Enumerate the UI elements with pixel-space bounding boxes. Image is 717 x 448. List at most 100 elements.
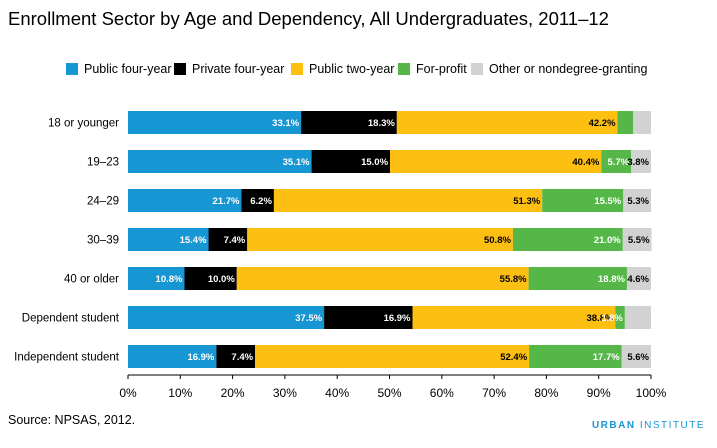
bar-segment bbox=[128, 228, 209, 251]
legend-label: Other or nondegree-granting bbox=[489, 62, 648, 76]
bar-segment bbox=[324, 306, 413, 329]
category-label: Dependent student bbox=[22, 313, 120, 325]
legend-item-public-two-year: Public two-year bbox=[291, 60, 394, 78]
data-label: 10.0% bbox=[208, 274, 235, 285]
data-label: 37.5% bbox=[295, 313, 322, 324]
data-label: 4.6% bbox=[627, 274, 649, 285]
bar-segment bbox=[208, 228, 248, 251]
legend-label: Public two-year bbox=[309, 62, 395, 76]
data-label: 5.5% bbox=[628, 235, 650, 246]
bar-segment bbox=[623, 189, 651, 212]
data-label: 16.9% bbox=[187, 352, 214, 363]
bar-segment bbox=[247, 228, 513, 251]
bar-segment bbox=[241, 189, 274, 212]
bar-segment bbox=[255, 345, 530, 368]
category-label: 19–23 bbox=[87, 157, 119, 169]
bar-segment bbox=[601, 150, 632, 173]
data-label: 15.5% bbox=[594, 196, 621, 207]
legend-swatch bbox=[174, 63, 186, 75]
x-tick-label: 0% bbox=[119, 386, 137, 400]
data-label: 5.6% bbox=[627, 352, 649, 363]
bar-segment bbox=[128, 345, 217, 368]
legend-swatch bbox=[66, 63, 78, 75]
x-tick-label: 30% bbox=[273, 386, 297, 400]
bar-segment bbox=[396, 111, 618, 134]
category-label: 24–29 bbox=[87, 196, 119, 208]
chart-title: Enrollment Sector by Age and Dependency,… bbox=[8, 8, 609, 29]
data-label: 21.7% bbox=[213, 196, 240, 207]
source-note: Source: NPSAS, 2012. bbox=[8, 413, 136, 427]
data-label: 18.8% bbox=[598, 274, 625, 285]
data-label: 17.7% bbox=[593, 352, 620, 363]
bar-segment bbox=[128, 111, 302, 134]
bar-segment bbox=[128, 267, 185, 290]
data-label: 15.0% bbox=[361, 157, 388, 168]
x-tick-label: 70% bbox=[482, 386, 506, 400]
chart-legend: Public four-year Private four-year Publi… bbox=[0, 60, 717, 78]
data-label: 40.4% bbox=[572, 157, 599, 168]
bar-segment bbox=[184, 267, 237, 290]
data-label: 42.2% bbox=[589, 118, 616, 129]
urban-institute-logo: URBAN INSTITUTE bbox=[592, 420, 705, 431]
data-label: 5.7% bbox=[607, 157, 629, 168]
bar-segment bbox=[512, 228, 623, 251]
bar-segment bbox=[621, 345, 651, 368]
data-label: 15.4% bbox=[180, 235, 207, 246]
legend-item-private-four-year: Private four-year bbox=[174, 60, 284, 78]
data-label: 10.8% bbox=[156, 274, 183, 285]
bar-segment bbox=[542, 189, 624, 212]
legend-label: For-profit bbox=[416, 62, 467, 76]
x-tick-label: 40% bbox=[325, 386, 349, 400]
bar-segment bbox=[128, 189, 242, 212]
data-label: 50.8% bbox=[484, 235, 511, 246]
x-tick-label: 20% bbox=[221, 386, 245, 400]
data-label: 5.3% bbox=[627, 196, 649, 207]
data-label: 38.8% bbox=[586, 313, 613, 324]
x-tick-label: 80% bbox=[534, 386, 558, 400]
data-label: 7.4% bbox=[224, 235, 246, 246]
bar-segment bbox=[631, 150, 651, 173]
legend-swatch bbox=[398, 63, 410, 75]
data-label: 33.1% bbox=[272, 118, 299, 129]
legend-item-other: Other or nondegree-granting bbox=[471, 60, 647, 78]
category-label: Independent student bbox=[14, 352, 120, 364]
data-label: 55.8% bbox=[500, 274, 527, 285]
data-label: 52.4% bbox=[500, 352, 527, 363]
bar-segment bbox=[273, 189, 543, 212]
data-label: 18.3% bbox=[368, 118, 395, 129]
legend-label: Private four-year bbox=[192, 62, 285, 76]
data-label: 3.8% bbox=[627, 157, 649, 168]
bar-segment bbox=[128, 150, 312, 173]
data-label: 21.0% bbox=[594, 235, 621, 246]
bar-segment bbox=[633, 111, 651, 134]
data-label: 1.8% bbox=[601, 313, 623, 324]
category-label: 40 or older bbox=[64, 274, 119, 286]
bar-segment bbox=[622, 228, 652, 251]
bar-segment bbox=[311, 150, 391, 173]
x-tick-label: 90% bbox=[587, 386, 611, 400]
x-tick-label: 100% bbox=[636, 386, 667, 400]
bar-segment bbox=[128, 306, 325, 329]
bar-segment bbox=[216, 345, 256, 368]
x-tick-label: 60% bbox=[430, 386, 454, 400]
bar-segment bbox=[301, 111, 397, 134]
category-label: 30–39 bbox=[87, 235, 119, 247]
data-label: 7.4% bbox=[231, 352, 253, 363]
bar-segment bbox=[626, 267, 651, 290]
bar-segment bbox=[528, 267, 627, 290]
bar-segment bbox=[617, 111, 634, 134]
bar-segment bbox=[624, 306, 651, 329]
bar-segment bbox=[615, 306, 625, 329]
data-label: 6.2% bbox=[250, 196, 272, 207]
legend-item-for-profit: For-profit bbox=[398, 60, 467, 78]
brand-second-word: INSTITUTE bbox=[639, 420, 705, 431]
data-label: 16.9% bbox=[384, 313, 411, 324]
bar-segment bbox=[390, 150, 602, 173]
data-label: 51.3% bbox=[513, 196, 540, 207]
category-label: 18 or younger bbox=[48, 118, 119, 130]
bar-segment bbox=[529, 345, 622, 368]
brand-first-word: URBAN bbox=[591, 420, 636, 431]
x-tick-label: 10% bbox=[168, 386, 192, 400]
data-label: 35.1% bbox=[283, 157, 310, 168]
